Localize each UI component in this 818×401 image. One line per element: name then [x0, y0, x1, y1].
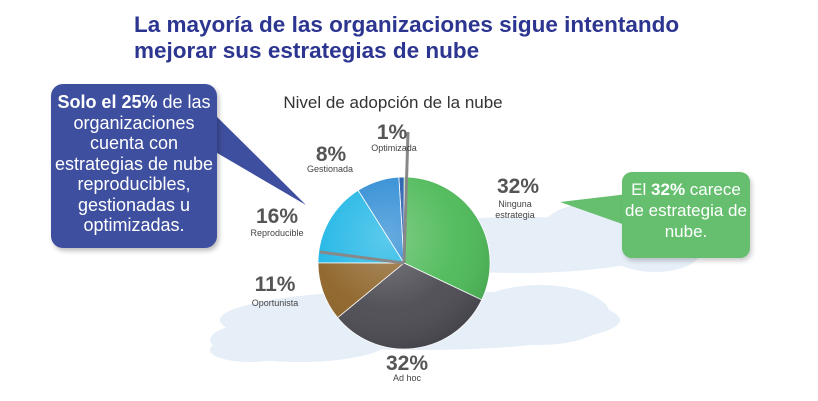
callout-left: Solo el 25% de las organizaciones cuenta…	[51, 84, 217, 248]
label-gestionada-name: Gestionada	[307, 164, 353, 174]
label-ninguna-name-line2: estrategia	[495, 210, 535, 220]
callout-left-pointer	[208, 108, 306, 205]
callout-right-pointer	[560, 194, 628, 226]
chart-title: Nivel de adopción de la nube	[283, 93, 502, 112]
callout-left-text: de las organizaciones cuenta con estrate…	[54, 92, 214, 235]
label-adhoc-name: Ad hoc	[393, 373, 422, 383]
callout-left-percent: 25%	[121, 92, 158, 112]
label-gestionada-percent: 8%	[316, 143, 347, 166]
label-oportunista-percent: 11%	[255, 273, 296, 296]
callout-right: El 32% carece de estrategia de nube.	[622, 172, 750, 258]
callout-right-percent: 32%	[651, 180, 686, 199]
slice-divider	[319, 250, 405, 265]
title-line-1: La mayoría de las organizaciones sigue i…	[134, 12, 680, 37]
label-reproducible-name: Reproducible	[250, 228, 303, 238]
label-ninguna-name-line1: Ninguna	[498, 199, 532, 209]
label-oportunista-name: Oportunista	[252, 298, 299, 308]
label-reproducible-percent: 16%	[256, 205, 298, 228]
label-adhoc-percent: 32%	[386, 352, 428, 375]
label-optimizada-name: Optimizada	[371, 143, 417, 153]
slice-divider	[402, 131, 410, 264]
callout-left-lead: Solo el	[57, 92, 117, 112]
callout-right-text: carece de estrategia de nube.	[625, 180, 747, 241]
title-line-2: mejorar sus estrategias de nube	[134, 38, 480, 63]
page-title: La mayoría de las organizaciones sigue i…	[134, 12, 774, 64]
label-optimizada-percent: 1%	[377, 121, 408, 144]
label-ninguna-percent: 32%	[497, 175, 539, 198]
callout-right-lead: El	[631, 180, 647, 199]
